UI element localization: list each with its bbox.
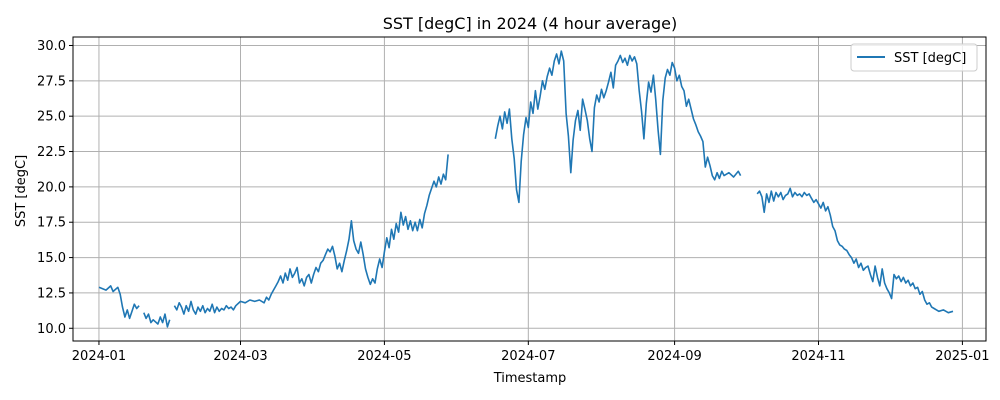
x-axis-label: Timestamp — [493, 371, 567, 386]
grid-lines — [73, 37, 986, 341]
y-tick-label: 25.0 — [37, 110, 66, 125]
series-line-segment-1 — [98, 285, 140, 320]
legend-box — [850, 43, 978, 72]
x-tick-label: 2024-05 — [357, 349, 411, 364]
x-axis-ticks: 2024-01 2024-03 2024-05 2024-07 2024-09 2024-… — [72, 341, 990, 364]
y-axis-ticks: 10.0 12.5 15.0 17.5 20.0 22.5 25.0 27.5 30.0 — [37, 39, 73, 337]
series-line-segment-3 — [173, 154, 449, 315]
x-tick-label: 2025-01 — [935, 349, 989, 364]
y-tick-label: 10.0 — [37, 322, 66, 337]
x-tick-label: 2024-07 — [501, 349, 555, 364]
y-tick-label: 15.0 — [37, 251, 66, 266]
y-tick-label: 27.5 — [37, 74, 66, 89]
series-line-segment-4 — [494, 50, 742, 204]
y-tick-label: 12.5 — [37, 286, 66, 301]
y-axis-label: SST [degC] — [14, 155, 29, 227]
y-tick-label: 20.0 — [37, 180, 66, 195]
x-tick-label: 2024-09 — [647, 349, 701, 364]
chart-title: SST [degC] in 2024 (4 hour average) — [383, 14, 678, 33]
x-tick-label: 2024-11 — [791, 349, 845, 364]
y-tick-label: 22.5 — [37, 145, 66, 160]
plot-frame — [72, 36, 987, 342]
legend-entry-label: SST [degC] — [894, 51, 966, 66]
series-line-segment-5 — [756, 187, 954, 314]
series-line-segment-2 — [143, 312, 171, 328]
series-layer — [98, 50, 954, 328]
y-tick-label: 30.0 — [37, 39, 66, 54]
x-tick-label: 2024-03 — [213, 349, 267, 364]
y-tick-label: 17.5 — [37, 216, 66, 231]
x-tick-label: 2024-01 — [72, 349, 126, 364]
legend: SST [degC] — [850, 43, 978, 72]
